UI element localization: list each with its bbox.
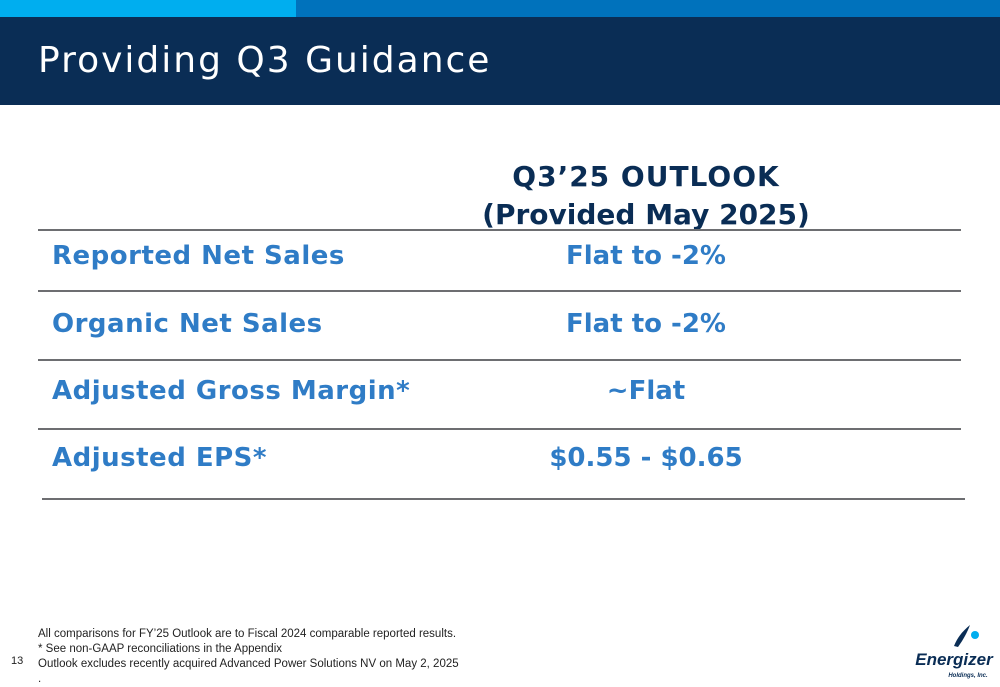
table-rule-top [38,229,961,231]
outlook-column-header: Q3’25 OUTLOOK (Provided May 2025) [470,158,822,234]
row-label-adjusted-gross-margin: Adjusted Gross Margin* [52,376,411,406]
row-value-adjusted-eps: $0.55 - $0.65 [549,443,743,473]
footnote-exclusion: Outlook excludes recently acquired Advan… [38,658,459,670]
row-value-adjusted-gross-margin: ~Flat [606,376,686,406]
outlook-header-line1: Q3’25 OUTLOOK [512,160,780,193]
top-accent-bar-light [0,0,296,17]
footnote-trailing-dot: . [38,673,42,685]
title-banner [0,17,1000,105]
table-rule [38,428,961,430]
logo-sub-text: Holdings, Inc. [948,673,988,679]
row-value-reported-net-sales: Flat to -2% [566,241,726,271]
table-rule [38,359,961,361]
row-label-organic-net-sales: Organic Net Sales [52,309,323,339]
top-accent-bar-blue [296,0,1000,17]
page-number: 13 [11,655,24,667]
table-rule [38,290,961,292]
footnotes: All comparisons for FY’25 Outlook are to… [38,627,459,687]
energizer-logo: Energizer Holdings, Inc. [906,622,996,682]
energizer-logo-icon: Energizer Holdings, Inc. [915,625,994,679]
row-value-organic-net-sales: Flat to -2% [566,309,726,339]
slide-title: Providing Q3 Guidance [38,40,492,81]
footnote-non-gaap: * See non-GAAP reconciliations in the Ap… [38,643,282,655]
outlook-header-line2: (Provided May 2025) [482,198,810,231]
row-label-reported-net-sales: Reported Net Sales [52,241,345,271]
row-label-adjusted-eps: Adjusted EPS* [52,443,267,473]
table-rule-bottom [42,498,965,500]
logo-brand-text: Energizer [915,650,994,669]
footnote-comparisons: All comparisons for FY’25 Outlook are to… [38,628,457,640]
